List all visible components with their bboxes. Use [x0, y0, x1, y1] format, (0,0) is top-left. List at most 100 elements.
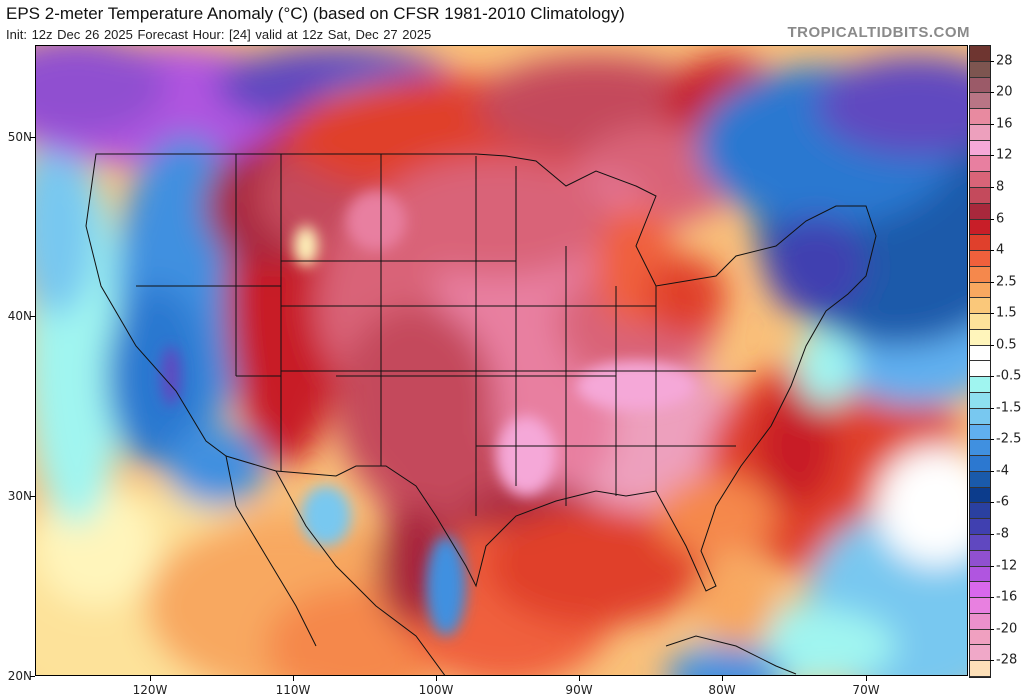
colorbar-label: -16	[996, 589, 1018, 605]
colorbar-tick	[990, 470, 994, 472]
longitude-tick	[436, 676, 437, 681]
anomaly-region	[301, 486, 351, 546]
anomaly-region	[36, 136, 96, 316]
colorbar-segment	[970, 393, 990, 409]
latitude-tick	[30, 676, 35, 677]
colorbar-segment	[970, 219, 990, 236]
anomaly-region	[376, 156, 616, 276]
colorbar-label: -2.5	[996, 431, 1022, 447]
colorbar-segment	[970, 140, 990, 157]
source-watermark: TROPICALTIDBITS.COM	[787, 24, 970, 41]
anomaly-region	[656, 476, 776, 556]
colorbar-segment	[970, 298, 990, 315]
longitude-tick	[722, 676, 723, 681]
colorbar-segment	[970, 613, 990, 630]
colorbar-segment	[970, 566, 990, 583]
anomaly-region	[646, 256, 726, 336]
colorbar-segment	[970, 424, 990, 441]
colorbar-segment	[970, 440, 990, 457]
colorbar-label: 28	[996, 53, 1013, 69]
anomaly-region	[796, 326, 856, 406]
borders	[85, 153, 877, 675]
longitude-tick	[293, 676, 294, 681]
latitude-tick	[30, 137, 35, 138]
anomaly-region	[666, 646, 786, 675]
colorbar-segment	[970, 329, 990, 346]
colorbar-label: 12	[996, 147, 1013, 163]
colorbar-segment	[970, 456, 990, 472]
colorbar-label: -12	[996, 558, 1018, 574]
colorbar-segment	[970, 314, 990, 330]
colorbar-tick	[990, 250, 994, 252]
anomaly-region	[816, 56, 967, 156]
colorbar-tick	[990, 218, 994, 220]
colorbar-label: 2.5	[996, 274, 1017, 290]
anomaly-region	[426, 536, 466, 636]
longitude-label: 120W	[132, 683, 168, 697]
colorbar-segment	[970, 377, 990, 394]
colorbar-segment	[970, 266, 990, 283]
colorbar-tick	[990, 407, 994, 409]
colorbar-segment	[970, 46, 990, 62]
longitude-label: 110W	[275, 683, 311, 697]
colorbar	[969, 45, 991, 678]
colorbar-segment	[970, 345, 990, 362]
colorbar-segment	[970, 408, 990, 425]
baja-coast	[225, 455, 317, 647]
colorbar-tick	[990, 92, 994, 94]
latitude-tick	[30, 496, 35, 497]
colorbar-segment	[970, 471, 990, 488]
anomaly-region	[486, 506, 706, 626]
colorbar-segment	[970, 156, 990, 173]
colorbar-segment	[970, 519, 990, 536]
colorbar-segment	[970, 235, 990, 252]
colorbar-segment	[970, 77, 990, 94]
us-outline	[85, 153, 877, 592]
colorbar-segment	[970, 172, 990, 188]
anomaly-region	[106, 286, 206, 466]
colorbar-label: -6	[996, 494, 1009, 510]
colorbar-tick	[990, 534, 994, 536]
anomaly-region	[576, 361, 696, 411]
anomaly-region	[294, 226, 318, 266]
state-lines	[136, 154, 756, 516]
longitude-label: 70W	[852, 683, 880, 697]
colorbar-label: 1.5	[996, 305, 1017, 321]
anomaly-region	[36, 46, 166, 136]
colorbar-segment	[970, 251, 990, 267]
longitude-tick	[866, 676, 867, 681]
colorbar-tick	[990, 439, 994, 441]
colorbar-tick	[990, 186, 994, 188]
colorbar-tick	[990, 628, 994, 630]
colorbar-label: 6	[996, 211, 1005, 227]
latitude-tick	[30, 316, 35, 317]
colorbar-segment	[970, 550, 990, 567]
map-title: EPS 2-meter Temperature Anomaly (°C) (ba…	[6, 4, 625, 23]
colorbar-label: 4	[996, 242, 1005, 258]
mexico-coast	[275, 470, 446, 675]
forecast-info: Init: 12z Dec 26 2025 Forecast Hour: [24…	[6, 27, 432, 42]
colorbar-label: -1.5	[996, 400, 1022, 416]
anomaly-region	[496, 416, 556, 496]
colorbar-segment	[970, 124, 990, 141]
colorbar-tick	[990, 313, 994, 315]
colorbar-label: -4	[996, 463, 1009, 479]
anomaly-region	[766, 216, 866, 316]
latitude-label: 30N	[7, 489, 32, 503]
colorbar-segment	[970, 487, 990, 504]
colorbar-label: -0.5	[996, 368, 1022, 384]
colorbar-tick	[990, 597, 994, 599]
colorbar-segment	[970, 109, 990, 125]
colorbar-tick	[990, 376, 994, 378]
colorbar-label: -28	[996, 652, 1018, 668]
colorbar-label: -20	[996, 621, 1018, 637]
longitude-tick	[150, 676, 151, 681]
colorbar-segment	[970, 503, 990, 520]
colorbar-label: -8	[996, 526, 1009, 542]
colorbar-tick	[990, 60, 994, 62]
colorbar-tick	[990, 660, 994, 662]
latitude-label: 50N	[7, 130, 32, 144]
colorbar-label: 16	[996, 116, 1013, 132]
colorbar-segment	[970, 629, 990, 646]
cuba-outline	[665, 635, 797, 675]
